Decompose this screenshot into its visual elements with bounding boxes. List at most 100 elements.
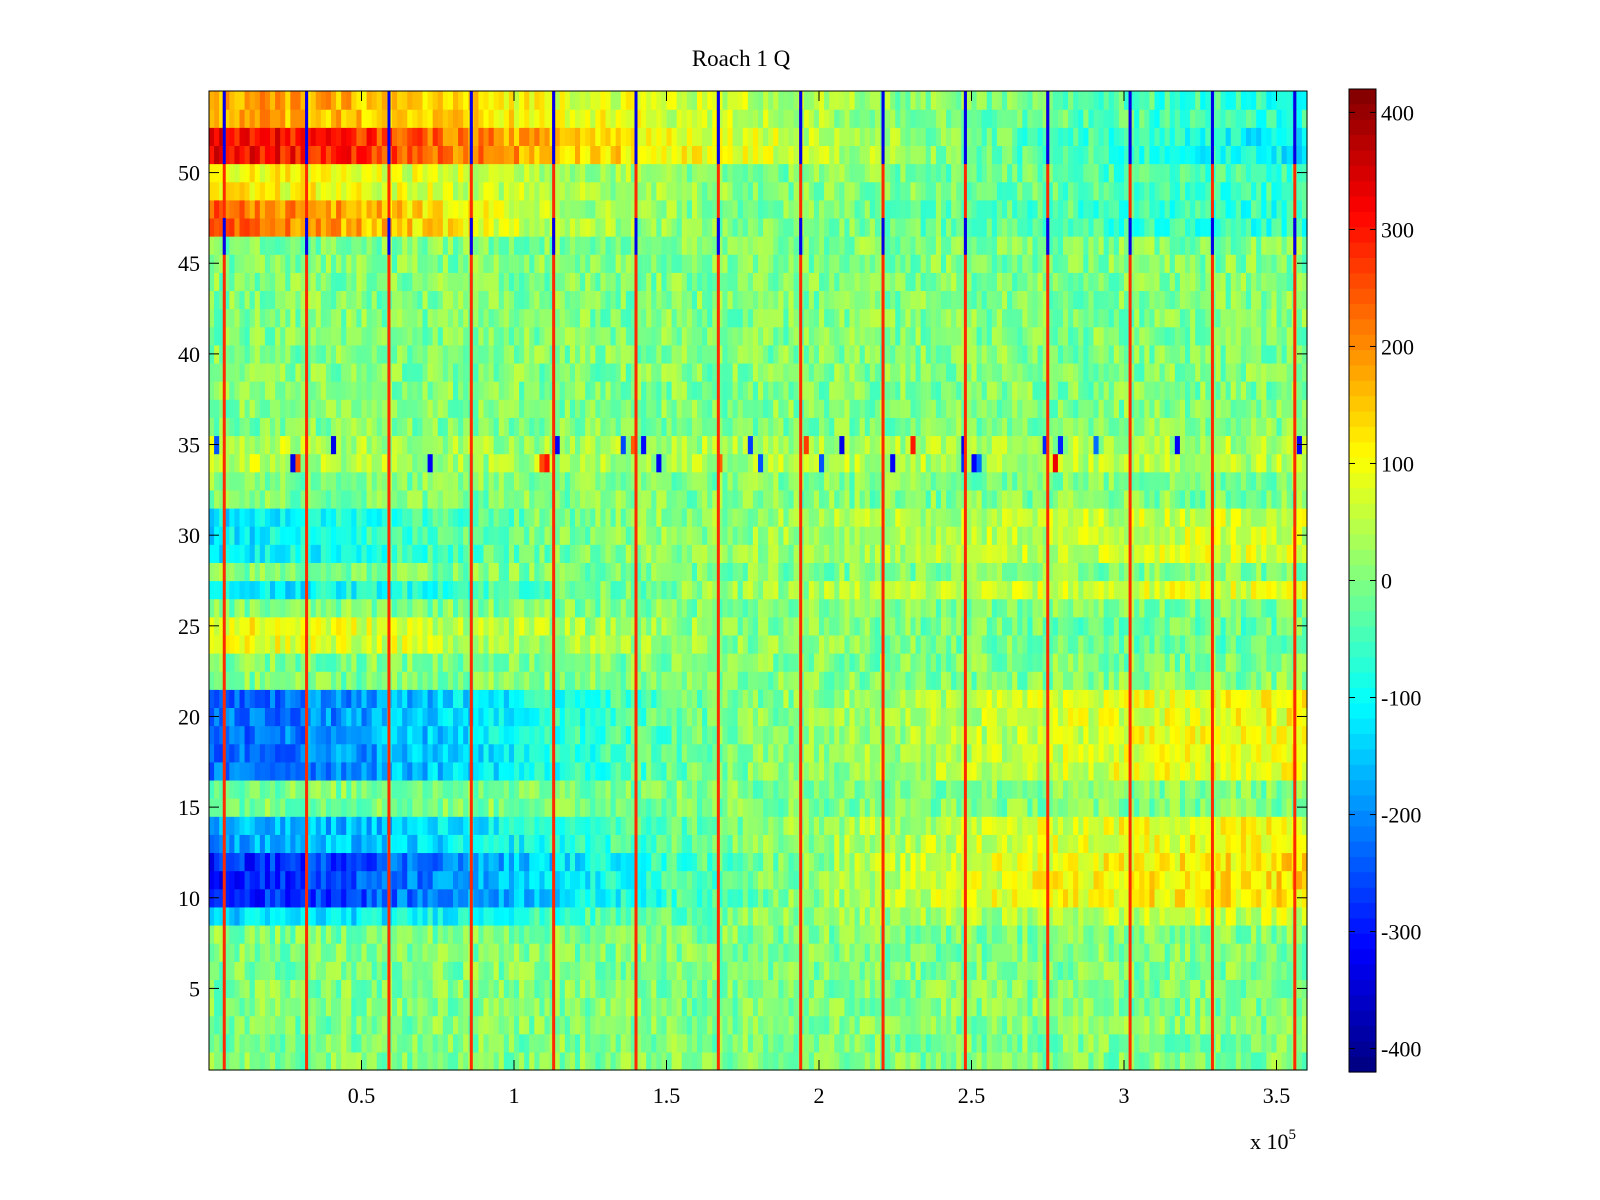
heatmap-cell <box>859 1033 866 1053</box>
heatmap-cell <box>976 1033 983 1053</box>
heatmap-cell <box>305 852 312 872</box>
heatmap-cell <box>239 707 246 727</box>
heatmap-cell <box>742 961 749 980</box>
heatmap-cell <box>331 779 337 799</box>
heatmap-cell <box>610 1051 617 1071</box>
heatmap-cell <box>747 961 754 980</box>
heatmap-cell <box>895 1033 901 1053</box>
heatmap-cell <box>844 924 851 944</box>
heatmap-cell <box>712 725 718 745</box>
heatmap-cell <box>1057 997 1064 1017</box>
heatmap-cell <box>600 870 607 890</box>
heatmap-cell <box>605 852 612 872</box>
heatmap-cell <box>783 961 790 980</box>
heatmap-cell <box>1134 743 1140 763</box>
heatmap-cell <box>315 834 322 854</box>
heatmap-cell <box>1037 906 1044 926</box>
heatmap-cell <box>752 725 759 745</box>
heatmap-cell <box>1169 906 1176 926</box>
heatmap-cell <box>676 779 683 799</box>
heatmap-cell <box>890 689 896 709</box>
heatmap-cell <box>1179 961 1186 980</box>
heatmap-cell <box>1261 924 1267 944</box>
heatmap-cell <box>356 779 363 799</box>
heatmap-cell <box>397 816 403 835</box>
heatmap-cell <box>1281 725 1288 745</box>
heatmap-cell <box>1159 689 1166 709</box>
heatmap-cell <box>829 816 835 835</box>
heatmap-cell <box>773 761 779 781</box>
heatmap-cell <box>397 671 403 690</box>
heatmap-cell <box>254 743 261 763</box>
heatmap-cell <box>885 816 891 835</box>
heatmap-cell <box>539 779 546 799</box>
heatmap-cell <box>498 653 505 672</box>
heatmap-cell <box>641 743 647 763</box>
heatmap-cell <box>463 798 469 817</box>
heatmap-cell <box>1037 689 1044 709</box>
heatmap-cell <box>666 725 673 745</box>
heatmap-cell <box>1139 1033 1145 1053</box>
heatmap-cell <box>356 816 363 835</box>
heatmap-cell <box>1047 761 1054 781</box>
heatmap-cell <box>392 707 398 727</box>
heatmap-cell <box>341 943 347 962</box>
heatmap-cell <box>691 653 698 672</box>
heatmap-cell <box>625 888 632 908</box>
heatmap-cell <box>427 1015 434 1035</box>
heatmap-cell <box>834 997 840 1017</box>
heatmap-cell <box>824 671 830 690</box>
heatmap-cell <box>834 1015 840 1035</box>
heatmap-cell <box>1007 761 1013 781</box>
heatmap-cell <box>351 888 358 908</box>
heatmap-cell <box>498 961 505 980</box>
heatmap-cell <box>1185 761 1191 781</box>
heatmap-cell <box>752 761 759 781</box>
heatmap-cell <box>981 924 988 944</box>
heatmap-cell <box>280 671 286 690</box>
heatmap-cell <box>681 707 688 727</box>
heatmap-cells <box>209 91 1308 1071</box>
heatmap-cell <box>956 1015 962 1035</box>
heatmap-cell <box>1052 798 1059 817</box>
heatmap-cell <box>1281 961 1288 980</box>
heatmap-cell <box>839 1051 846 1071</box>
heatmap-cell <box>559 943 566 962</box>
heatmap-cell <box>590 1033 596 1053</box>
heatmap-cell <box>1230 707 1237 727</box>
heatmap-cell <box>529 870 535 890</box>
heatmap-cell <box>1057 834 1064 854</box>
heatmap-cell <box>625 979 632 999</box>
heatmap-cell <box>783 906 790 926</box>
heatmap-cell <box>1144 653 1151 672</box>
heatmap-cell <box>341 671 347 690</box>
heatmap-cell <box>407 743 413 763</box>
heatmap-cell <box>1225 1015 1232 1035</box>
heatmap-cell <box>1195 924 1201 944</box>
heatmap-cell <box>254 689 261 709</box>
heatmap-cell <box>1246 725 1252 745</box>
heatmap-cell <box>1169 725 1176 745</box>
heatmap-cell <box>920 1051 927 1071</box>
heatmap-cell <box>1230 761 1237 781</box>
heatmap-cell <box>890 961 896 980</box>
heatmap-cell <box>280 1051 286 1071</box>
heatmap-cell <box>641 906 647 926</box>
heatmap-cell <box>747 779 754 799</box>
heatmap-cell <box>1073 1051 1079 1071</box>
heatmap-cell <box>1215 961 1222 980</box>
heatmap-cell <box>747 1015 754 1035</box>
heatmap-cell <box>966 834 973 854</box>
heatmap-cell <box>773 743 779 763</box>
heatmap-cell <box>697 888 703 908</box>
heatmap-cell <box>763 979 769 999</box>
heatmap-cell <box>1266 888 1273 908</box>
heatmap-cell <box>392 779 398 799</box>
heatmap-cell <box>575 689 581 709</box>
heatmap-cell <box>259 1051 266 1071</box>
heatmap-cell <box>407 888 413 908</box>
heatmap-cell <box>935 1051 942 1071</box>
heatmap-cell <box>971 725 978 745</box>
heatmap-cell <box>264 997 271 1017</box>
heatmap-cell <box>1063 979 1069 999</box>
